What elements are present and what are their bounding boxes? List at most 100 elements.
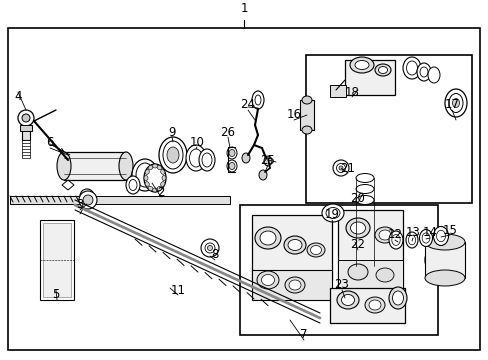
- Ellipse shape: [325, 207, 339, 219]
- Ellipse shape: [226, 147, 237, 159]
- Text: 23: 23: [334, 279, 349, 292]
- Ellipse shape: [350, 222, 365, 234]
- Ellipse shape: [354, 60, 368, 69]
- Text: 24: 24: [240, 99, 255, 112]
- Bar: [20, 125, 32, 131]
- Ellipse shape: [152, 188, 157, 192]
- Circle shape: [80, 189, 94, 203]
- Ellipse shape: [347, 264, 367, 280]
- Text: 19: 19: [324, 208, 339, 221]
- Ellipse shape: [355, 239, 373, 248]
- Text: 20: 20: [350, 192, 365, 204]
- Bar: [22, 126, 30, 140]
- Text: 17: 17: [444, 99, 459, 112]
- Ellipse shape: [402, 57, 420, 79]
- Ellipse shape: [136, 163, 154, 187]
- Ellipse shape: [392, 291, 403, 305]
- Bar: [64, 152, 126, 180]
- Circle shape: [22, 114, 30, 122]
- Text: 2: 2: [157, 185, 164, 198]
- Ellipse shape: [448, 94, 462, 112]
- Ellipse shape: [148, 166, 153, 170]
- Text: 6: 6: [46, 136, 54, 149]
- Ellipse shape: [407, 235, 415, 245]
- Circle shape: [264, 290, 274, 300]
- Text: 11: 11: [170, 284, 185, 297]
- Ellipse shape: [405, 232, 417, 248]
- Ellipse shape: [167, 147, 179, 163]
- Ellipse shape: [259, 170, 266, 180]
- Ellipse shape: [374, 64, 390, 76]
- Ellipse shape: [284, 236, 305, 254]
- Circle shape: [332, 160, 348, 176]
- Text: 21: 21: [340, 162, 355, 175]
- Bar: [251, 215, 331, 280]
- Bar: [8, 28, 479, 350]
- Ellipse shape: [430, 247, 458, 273]
- Ellipse shape: [321, 204, 343, 222]
- Bar: [40, 220, 74, 300]
- Ellipse shape: [162, 175, 165, 180]
- Ellipse shape: [451, 99, 459, 108]
- Text: 1: 1: [240, 1, 247, 14]
- Circle shape: [279, 297, 288, 306]
- Text: 25: 25: [260, 153, 275, 166]
- Ellipse shape: [126, 176, 140, 194]
- Ellipse shape: [419, 67, 427, 77]
- Circle shape: [83, 193, 90, 199]
- Circle shape: [83, 195, 93, 205]
- Ellipse shape: [254, 227, 281, 249]
- Ellipse shape: [189, 149, 202, 167]
- Circle shape: [336, 163, 345, 172]
- Ellipse shape: [228, 162, 235, 170]
- Ellipse shape: [287, 239, 302, 251]
- Text: 3: 3: [76, 198, 83, 211]
- Circle shape: [338, 166, 342, 170]
- Ellipse shape: [355, 195, 373, 204]
- Text: 9: 9: [168, 126, 175, 139]
- Ellipse shape: [302, 126, 311, 134]
- Ellipse shape: [285, 277, 305, 293]
- Circle shape: [292, 303, 303, 313]
- Ellipse shape: [199, 149, 215, 171]
- Ellipse shape: [251, 91, 264, 109]
- Bar: [357, 265, 371, 285]
- Ellipse shape: [375, 268, 393, 282]
- Ellipse shape: [57, 152, 71, 180]
- Ellipse shape: [368, 300, 380, 310]
- Text: 13: 13: [405, 226, 420, 239]
- Text: 12: 12: [386, 229, 402, 242]
- Ellipse shape: [148, 186, 153, 190]
- Ellipse shape: [419, 230, 431, 247]
- Bar: [305, 55, 471, 203]
- Ellipse shape: [260, 231, 275, 245]
- Text: 14: 14: [422, 226, 437, 239]
- Ellipse shape: [341, 294, 354, 306]
- Ellipse shape: [424, 241, 464, 279]
- Ellipse shape: [257, 271, 279, 289]
- Ellipse shape: [288, 280, 301, 290]
- Ellipse shape: [254, 95, 261, 105]
- Ellipse shape: [306, 243, 325, 257]
- Ellipse shape: [261, 274, 274, 285]
- Ellipse shape: [349, 57, 373, 73]
- Ellipse shape: [391, 235, 399, 246]
- Ellipse shape: [424, 234, 464, 250]
- Ellipse shape: [355, 207, 373, 216]
- Bar: [337, 260, 402, 288]
- Text: 26: 26: [220, 126, 235, 139]
- Ellipse shape: [310, 246, 321, 255]
- Ellipse shape: [159, 137, 186, 173]
- Ellipse shape: [355, 184, 373, 194]
- Text: 18: 18: [344, 85, 359, 99]
- Bar: [299, 100, 313, 130]
- Ellipse shape: [226, 160, 237, 172]
- Ellipse shape: [228, 149, 235, 157]
- Ellipse shape: [132, 159, 158, 191]
- Ellipse shape: [336, 291, 358, 309]
- Ellipse shape: [129, 180, 137, 190]
- Ellipse shape: [143, 164, 165, 192]
- Text: 15: 15: [442, 224, 456, 237]
- Polygon shape: [357, 285, 371, 295]
- Ellipse shape: [355, 217, 373, 226]
